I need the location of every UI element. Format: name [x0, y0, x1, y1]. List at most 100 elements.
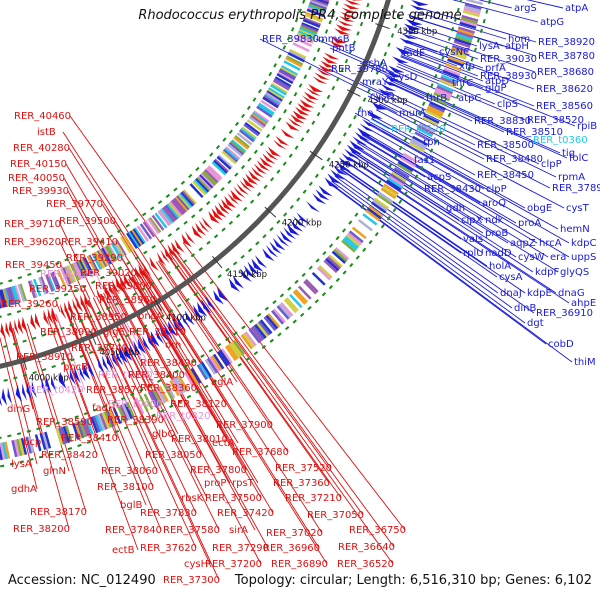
- gene-label-lysa: lysA: [11, 459, 32, 470]
- gene-label-rer_37200: RER_37200: [205, 559, 262, 570]
- gene-label-rer_38500: RER_38500: [477, 140, 534, 151]
- gene-label-rer_38570: RER_38570: [86, 385, 143, 396]
- gene-label-glgp: glgP: [485, 83, 507, 94]
- gene-arrow: [16, 385, 22, 402]
- gene-label-rer_39710: RER_39710: [4, 219, 61, 230]
- gene-label-rer_38560: RER_38560: [536, 101, 593, 112]
- gene-label-hemn: hemN: [560, 224, 590, 235]
- gene-label-rer_38740: RER_38740: [71, 343, 128, 354]
- gene-label-kdpf: kdpF: [535, 267, 559, 278]
- gene-label-rplu: rplU: [463, 248, 484, 259]
- gene-label-rer_38590: RER_38590: [36, 417, 93, 428]
- gene-label-rer_40280: RER_40280: [13, 143, 70, 154]
- gene-label-ahpe: ahpE: [571, 298, 596, 309]
- gene-label-rer_38780: RER_38780: [538, 51, 595, 62]
- gene-label-rer_39250: RER_39250: [29, 284, 86, 295]
- gene-label-ectb: ectB: [112, 545, 135, 556]
- gene-label-rer_38480: RER_38480: [486, 154, 543, 165]
- gene-label-rer_37050: RER_37050: [307, 510, 364, 521]
- gene-label-rer_38200: RER_38200: [13, 524, 70, 535]
- gene-label-rer_t0360: RER_t0360: [533, 135, 588, 146]
- gene-label-pntb: pntB: [332, 43, 356, 54]
- gene-label-ding: dinG: [7, 404, 30, 415]
- gene-label-rer_36520: RER_36520: [337, 559, 394, 570]
- gene-label-clps: clpS: [497, 99, 518, 110]
- gene-label-cysnc: cysNC: [439, 47, 470, 58]
- gene-label-mray: mraY: [362, 77, 389, 88]
- gene-label-rer_36750: RER_36750: [349, 525, 406, 536]
- gene-block: [466, 0, 482, 4]
- gene-label-clpp: clpP: [541, 159, 562, 170]
- gene-label-lysa: lysA: [479, 41, 500, 52]
- gene-label-dnaj: dnaJ: [500, 288, 522, 299]
- gene-label-rer_37300: RER_37300: [163, 575, 220, 586]
- topology-summary: Topology: circular; Length: 6,516,310 bp…: [235, 573, 592, 588]
- gene-label-thrb: thrB: [426, 93, 447, 104]
- gene-label-rer_38520: RER_38520: [527, 115, 584, 126]
- gene-label-rer_39770: RER_39770: [46, 199, 103, 210]
- gene-label-rer_38120: RER_38120: [170, 399, 227, 410]
- gene-label-rer_37290: RER_37290: [212, 543, 269, 554]
- gene-arrow: [306, 201, 320, 212]
- gene-label-hola: holA: [489, 261, 511, 272]
- gene-label-rer_39410: RER_39410: [61, 237, 118, 248]
- gene-label-rer_38100: RER_38100: [97, 482, 154, 493]
- gene-label-rer_38360: RER_38360: [140, 383, 197, 394]
- gene-label-nadd: nadD: [485, 248, 512, 259]
- kbp-tick-label: 4350 kbp: [397, 27, 437, 37]
- gene-label-rer_36890: RER_36890: [271, 559, 328, 570]
- gene-label-rer_39030: RER_39030: [480, 54, 537, 65]
- gene-label-hrca: hrcA: [539, 238, 562, 249]
- gene-arrow: [262, 248, 274, 261]
- kbp-tick-label: 4100 kbp: [166, 314, 206, 324]
- gene-label-cysq: cysQ: [370, 91, 395, 102]
- gene-label-rer_37840: RER_37840: [105, 525, 162, 536]
- gene-arrow: [7, 387, 12, 405]
- gene-label-rer_38950: RER_38950: [70, 312, 127, 323]
- gene-label-rer_37420: RER_37420: [217, 508, 274, 519]
- gene-label-rer_t0400: RER_t0400: [108, 399, 163, 410]
- gene-label-cysd: cysD: [393, 72, 418, 83]
- gene-label-mura: murA: [399, 108, 426, 119]
- gene-label-rer_39620: RER_39620: [4, 237, 61, 248]
- gene-label-cobd: cobD: [548, 339, 574, 350]
- gene-label-rer_38990: RER_38990: [40, 327, 97, 338]
- gene-label-glyqs: glyQS: [560, 267, 589, 278]
- gene-label-rer_37800: RER_37800: [190, 465, 247, 476]
- gene-label-rer_40150: RER_40150: [10, 159, 67, 170]
- gene-label-atpc: atpC: [458, 93, 481, 104]
- gene-label-kdpe: kdpE: [527, 288, 552, 299]
- gene-block: [359, 220, 372, 230]
- gene-label-rer_39020: RER_39020: [80, 268, 137, 279]
- gene-label-rer_38170: RER_38170: [30, 507, 87, 518]
- gene-label-rph: rph: [423, 137, 440, 148]
- gene-label-dinb: dinB: [514, 303, 536, 314]
- gene-label-rer_t0420: RER_t0420: [29, 385, 84, 396]
- gene-label-bcp: bcp: [23, 437, 41, 448]
- gene-arrow: [22, 317, 28, 333]
- gene-label-fade: fadE: [403, 48, 425, 59]
- gene-label-rer_38490: RER_38490: [140, 358, 197, 369]
- kbp-tick-label: 4150 kbp: [227, 270, 267, 280]
- gene-label-rer_36910: RER_36910: [536, 308, 593, 319]
- gene-label-rer_38680: RER_38680: [537, 67, 594, 78]
- gene-label-rer_36960: RER_36960: [263, 543, 320, 554]
- gene-label-rer_37520: RER_37520: [275, 463, 332, 474]
- gene-label-rer_36640: RER_36640: [338, 542, 395, 553]
- gene-label-rer_37500: RER_37500: [205, 493, 262, 504]
- gene-label-rer_37900: RER_37900: [216, 420, 273, 431]
- gene-arrow: [411, 0, 428, 6]
- gene-label-rer_38400: RER_38400: [128, 370, 185, 381]
- gene-label-thrc: thrC: [452, 78, 473, 89]
- gene-label-pnca: pncA: [138, 311, 163, 322]
- gene-label-rer_38620: RER_38620: [536, 84, 593, 95]
- gene-label-echa: echA: [362, 58, 387, 69]
- gene-label-rer_39830: RER_39830: [262, 34, 319, 45]
- gene-label-rer_38920: RER_38920: [538, 37, 595, 48]
- gene-label-rer_37210: RER_37210: [285, 493, 342, 504]
- accession-label: Accession: NC_012490: [8, 573, 156, 588]
- gene-label-glnn: glnN: [43, 466, 66, 477]
- feature-band-outer: [0, 0, 501, 470]
